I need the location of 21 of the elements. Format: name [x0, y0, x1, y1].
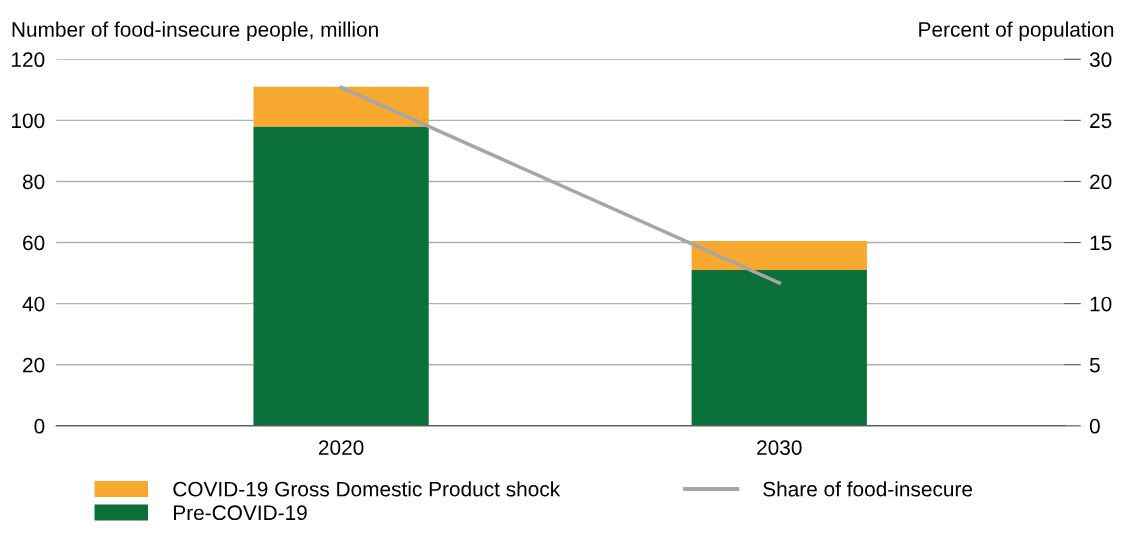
y-tick-label: 80 [22, 174, 45, 190]
y2-tick-label: 0 [1089, 418, 1100, 434]
legend-label: COVID-19 Gross Domestic Product shock [173, 481, 561, 497]
y-tick-label: 0 [34, 418, 45, 434]
legend-label: Share of food-insecure [763, 481, 973, 497]
y2-tick-label: 15 [1090, 235, 1112, 251]
y2-tick-label: 10 [1090, 296, 1112, 312]
y-tick-label: 100 [12, 113, 45, 129]
y2-tick-label: 30 [1089, 52, 1112, 68]
y-axis-title: Number of food-insecure people, million [12, 21, 378, 41]
y2-tick-label: 5 [1089, 357, 1100, 373]
x-tick-label: 2020 [318, 440, 364, 455]
y-tick-label: 60 [23, 235, 45, 251]
y-tick-label: 20 [23, 357, 45, 373]
legend-label: Pre-COVID-19 [174, 505, 307, 521]
y2-tick-label: 25 [1090, 113, 1112, 129]
x-tick-label: 2030 [757, 440, 802, 455]
y2-axis-title: Percent of population [919, 21, 1114, 41]
y2-tick-label: 20 [1090, 174, 1112, 190]
y-tick-label: 40 [22, 296, 45, 312]
y-tick-label: 120 [12, 52, 45, 68]
